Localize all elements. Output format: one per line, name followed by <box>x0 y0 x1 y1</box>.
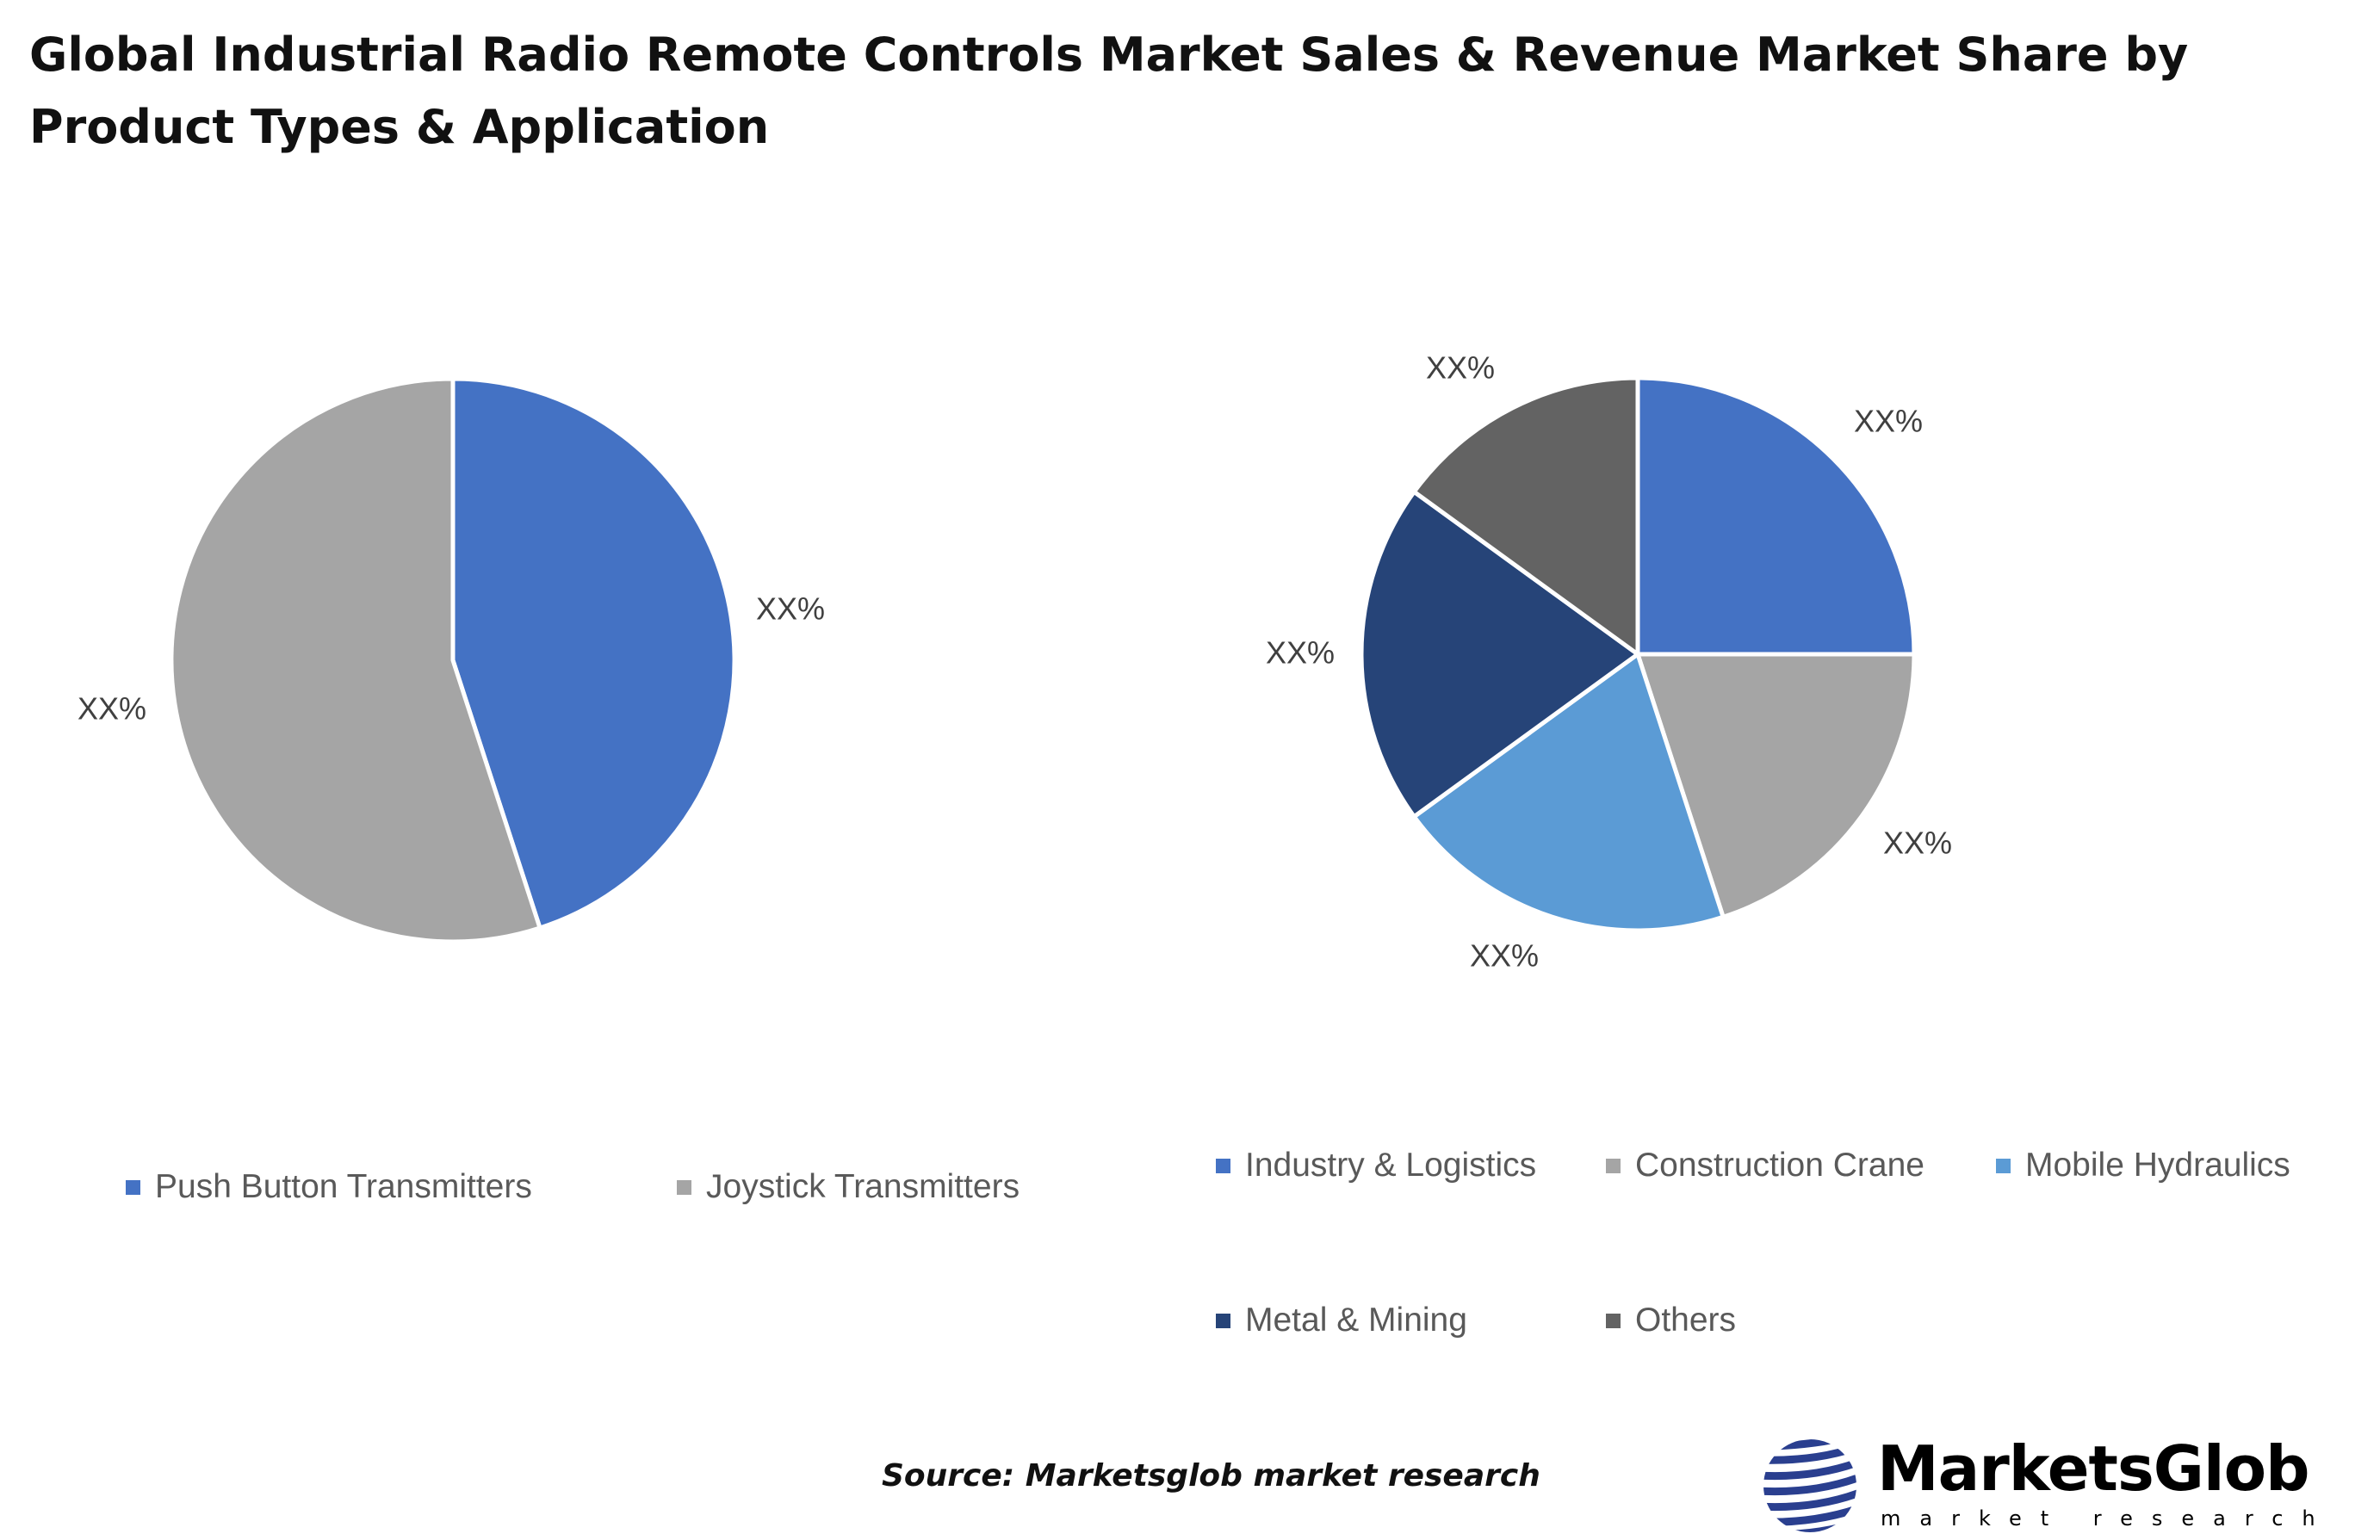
legend-item-mobile-hydraulics: Mobile Hydraulics <box>1996 1147 2290 1184</box>
legend-label: Construction Crane <box>1635 1147 1924 1184</box>
data-label: XX% <box>1470 938 1539 974</box>
globe-icon <box>1763 1439 1856 1532</box>
legend-label: Industry & Logistics <box>1245 1147 1537 1184</box>
legend-item-industry-logistics: Industry & Logistics <box>1216 1147 1536 1184</box>
logo: MarketsGlob market research <box>1757 1432 2359 1539</box>
data-label: XX% <box>1266 635 1335 671</box>
legend-swatch <box>126 1179 140 1195</box>
pie-slice-mobile-hydraulics <box>1411 652 1726 933</box>
pie-slice-others <box>1411 375 1640 657</box>
legend-label: Push Button Transmitters <box>155 1168 532 1205</box>
data-label: XX% <box>1426 350 1495 386</box>
legend-label: Metal & Mining <box>1245 1302 1467 1339</box>
legend-swatch <box>1216 1313 1230 1328</box>
legend-label: Joystick Transmitters <box>706 1168 1020 1205</box>
pie-slice-joystick-transmitters <box>169 376 542 944</box>
legend-swatch <box>1996 1158 2011 1173</box>
legend-item-construction-crane: Construction Crane <box>1606 1147 1924 1184</box>
pie-slice-industry-logistics <box>1635 375 1917 657</box>
logo-name: MarketsGlob <box>1877 1432 2310 1505</box>
logo-tagline: market research <box>1881 1506 2334 1531</box>
legend-swatch <box>1216 1158 1230 1173</box>
legend-item-joystick: Joystick Transmitters <box>677 1168 1020 1206</box>
data-label: XX% <box>1883 826 1952 861</box>
pie-product-types: XX% XX% <box>77 376 825 944</box>
source-note: Source: Marketsglob market research <box>882 1458 1540 1494</box>
data-label: XX% <box>77 691 146 727</box>
data-label: XX% <box>1854 404 1923 439</box>
legend-label: Mobile Hydraulics <box>2025 1147 2290 1184</box>
legend-item-others: Others <box>1606 1302 1736 1339</box>
data-label: XX% <box>756 591 825 627</box>
legend-label: Others <box>1635 1302 1737 1339</box>
pie-slice-construction-crane <box>1635 652 1917 919</box>
legend-swatch <box>1606 1158 1621 1173</box>
legend-swatch <box>677 1179 691 1195</box>
chart-title: Global Industrial Radio Remote Controls … <box>29 28 2189 154</box>
legend-item-metal-mining: Metal & Mining <box>1216 1302 1467 1339</box>
pie-slice-push-button-transmitters <box>450 376 737 931</box>
legend-item-push-button: Push Button Transmitters <box>126 1168 532 1206</box>
pie-application: XX% XX% XX% XX% XX% <box>1266 350 1952 974</box>
pie-slice-metal-mining <box>1359 489 1640 819</box>
legend-swatch <box>1606 1313 1621 1328</box>
